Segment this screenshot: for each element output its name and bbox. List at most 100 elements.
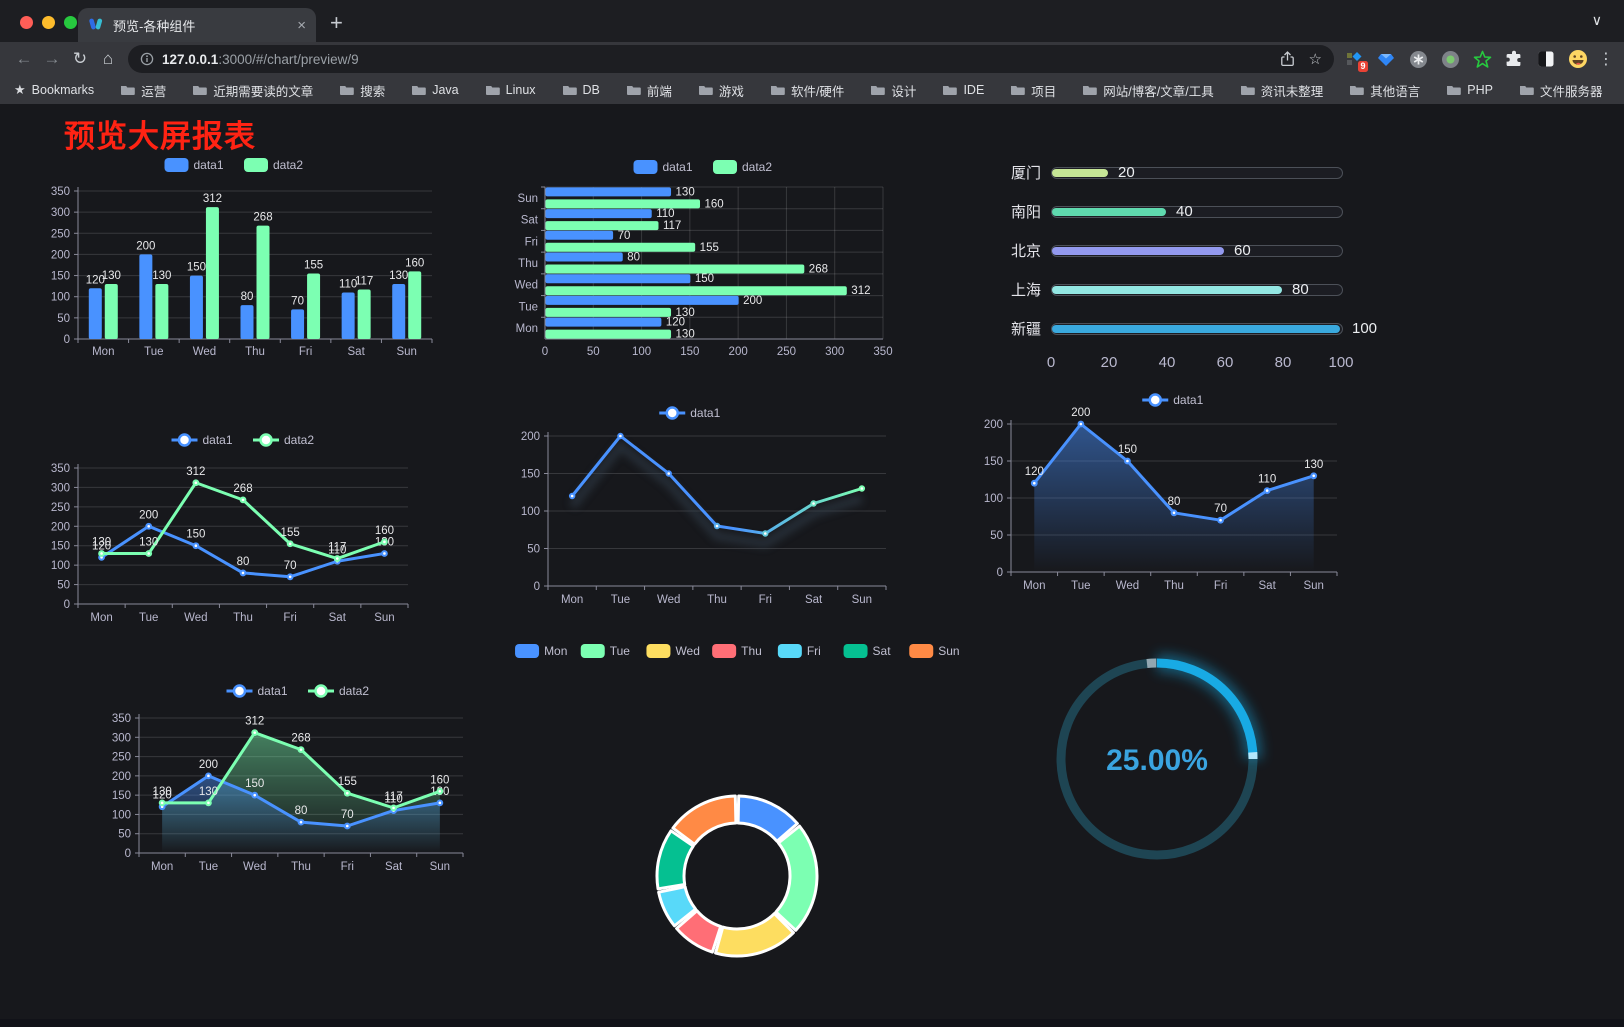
bookmark-folder[interactable]: 文件服务器	[1519, 81, 1602, 100]
bookmark-folder[interactable]: Java	[411, 83, 459, 97]
pie-slice-Tue[interactable]	[774, 824, 819, 932]
bookmark-folder[interactable]: PHP	[1446, 83, 1493, 97]
bookmark-folder[interactable]: 游戏	[698, 81, 744, 100]
bookmark-folder[interactable]: Linux	[485, 83, 536, 97]
legend-item[interactable]: data1	[226, 684, 288, 698]
extension-grid-icon[interactable]: 9	[1344, 49, 1368, 72]
pie-slice-Thu[interactable]	[675, 909, 723, 954]
svg-text:130: 130	[153, 786, 172, 798]
svg-text:250: 250	[777, 346, 796, 358]
svg-text:Mon: Mon	[1023, 580, 1045, 592]
folder-icon	[339, 84, 355, 96]
svg-text:50: 50	[990, 530, 1003, 542]
extension-asterisk-icon[interactable]	[1408, 49, 1428, 69]
svg-text:268: 268	[233, 483, 252, 495]
legend-item[interactable]: Wed	[646, 644, 700, 658]
legend-item[interactable]: data2	[244, 158, 303, 172]
svg-text:Sun: Sun	[430, 861, 450, 873]
pie-slice-Fri[interactable]	[657, 885, 698, 928]
legend-item[interactable]: Mon	[515, 644, 567, 658]
bookmark-folder[interactable]: 网站/博客/文章/工具	[1082, 81, 1214, 100]
home-button[interactable]: ⌂	[102, 49, 114, 68]
svg-text:data2: data2	[339, 684, 369, 698]
legend-item[interactable]: data1	[164, 158, 224, 172]
address-bar[interactable]: 127.0.0.1:3000/#/chart/preview/9 ☆	[128, 45, 1334, 73]
bookmarks-manager[interactable]: ★ Bookmarks	[14, 82, 95, 97]
svg-text:data1: data1	[663, 160, 693, 174]
site-info-icon[interactable]	[140, 52, 154, 66]
pie-slice-Sat[interactable]	[655, 829, 695, 891]
svg-text:Wed: Wed	[657, 594, 680, 606]
pie-slice-Sun[interactable]	[671, 794, 738, 846]
bookmark-star-icon[interactable]: ☆	[1308, 51, 1322, 68]
extensions-puzzle-icon[interactable]	[1504, 49, 1524, 69]
legend-item[interactable]: Fri	[777, 644, 821, 658]
legend-item[interactable]: Tue	[580, 644, 631, 658]
svg-text:268: 268	[291, 733, 310, 745]
url-text: 127.0.0.1:3000/#/chart/preview/9	[162, 51, 359, 67]
browser-tab[interactable]: 预览-各种组件 ×	[78, 8, 316, 42]
svg-text:150: 150	[245, 778, 264, 790]
legend-item[interactable]: Sun	[909, 644, 960, 658]
extension-emoji-icon[interactable]	[1568, 49, 1588, 69]
extension-dark-mode-icon[interactable]	[1536, 49, 1556, 69]
folder-icon	[942, 84, 958, 96]
window-minimize-button[interactable]	[42, 16, 55, 29]
folder-icon	[870, 84, 886, 96]
forward-button[interactable]: →	[43, 49, 61, 68]
svg-text:100: 100	[112, 809, 131, 821]
legend-item[interactable]: Sat	[843, 644, 892, 658]
legend-item[interactable]: data1	[659, 406, 721, 420]
bookmark-folder[interactable]: 前端	[626, 81, 672, 100]
svg-text:130: 130	[1304, 459, 1323, 471]
svg-text:312: 312	[851, 285, 870, 297]
bookmark-folder[interactable]: 设计	[870, 81, 916, 100]
bookmark-folder[interactable]: 软件/硬件	[770, 81, 844, 100]
svg-text:117: 117	[328, 542, 346, 554]
svg-text:Tue: Tue	[519, 301, 538, 313]
browser-menu-icon[interactable]: ⋮	[1598, 51, 1614, 68]
tab-close-button[interactable]: ×	[297, 16, 306, 34]
svg-text:Wed: Wed	[243, 861, 266, 873]
bookmark-folder[interactable]: 资讯未整理	[1240, 81, 1323, 100]
new-tab-button[interactable]: +	[330, 10, 343, 35]
bookmark-folder[interactable]: 项目	[1010, 81, 1056, 100]
svg-text:130: 130	[152, 270, 171, 282]
bookmark-folder[interactable]: 搜索	[339, 81, 385, 100]
tab-search-chevron-icon[interactable]: ∨	[1591, 12, 1602, 28]
bookmark-folder[interactable]: 近期需要读的文章	[192, 81, 313, 100]
window-close-button[interactable]	[20, 16, 33, 29]
legend-item[interactable]: Thu	[712, 644, 762, 658]
bookmark-folder[interactable]: 其他语言	[1349, 81, 1420, 100]
svg-text:data1: data1	[1173, 393, 1203, 407]
bookmark-folder[interactable]: IDE	[942, 83, 984, 97]
share-icon[interactable]	[1280, 51, 1295, 67]
pie-slice-Wed[interactable]	[714, 912, 795, 958]
extensions-area: 9	[1344, 49, 1588, 72]
svg-text:Sat: Sat	[348, 346, 366, 358]
svg-text:200: 200	[521, 431, 540, 443]
reload-button[interactable]: ↻	[72, 49, 88, 68]
area-chart-single: data1 0 50 100 150 200 Mon Tue Wed Thu Fri Sat Sun 12…	[963, 386, 1363, 598]
legend-item[interactable]: data2	[308, 684, 369, 698]
extension-record-icon[interactable]	[1440, 49, 1460, 69]
extension-star-icon[interactable]	[1472, 49, 1492, 69]
legend-item[interactable]: data1	[633, 160, 693, 174]
bookmark-folder[interactable]: DB	[562, 83, 600, 97]
svg-text:0: 0	[534, 581, 540, 593]
legend-item[interactable]: data1	[1142, 393, 1204, 407]
extension-gem-icon[interactable]	[1376, 49, 1396, 69]
legend-item[interactable]: data2	[713, 160, 772, 174]
legend-item[interactable]: data1	[171, 433, 233, 447]
svg-text:110: 110	[339, 278, 357, 290]
window-zoom-button[interactable]	[64, 16, 77, 29]
pie-slice-Mon[interactable]	[736, 794, 799, 843]
svg-text:70: 70	[291, 295, 304, 307]
back-button[interactable]: ←	[15, 49, 33, 68]
folder-icon	[1240, 84, 1255, 96]
bookmarks-star-icon: ★	[14, 82, 26, 97]
svg-text:117: 117	[663, 220, 681, 232]
line-chart-gradient: data1 0 50 100 150 200 Mon Tue Wed Thu Fri Sat Sun	[492, 396, 892, 614]
bookmark-folder[interactable]: 运营	[120, 81, 166, 100]
legend-item[interactable]: data2	[253, 433, 314, 447]
